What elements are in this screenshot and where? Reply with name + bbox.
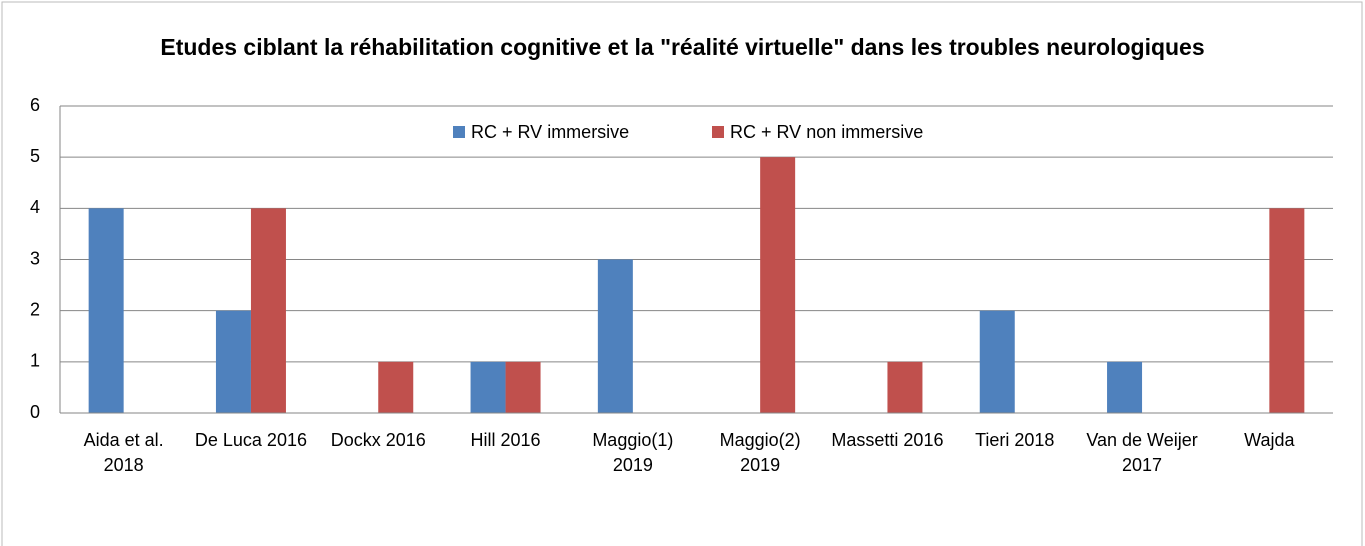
x-tick-label: Aida et al. 2018 — [83, 430, 164, 475]
y-tick-label: 2 — [30, 299, 40, 319]
x-tick-label: De Luca 2016 — [194, 430, 307, 450]
x-tick-label: Maggio(2) 2019 — [719, 430, 801, 475]
legend-label: RC + RV non immersive — [730, 122, 923, 142]
bar — [250, 208, 286, 413]
y-tick-label: 0 — [30, 402, 40, 422]
bar — [470, 361, 506, 413]
x-tick-label: Wajda — [1244, 430, 1295, 450]
y-tick-label: 4 — [30, 197, 40, 217]
legend-label: RC + RV immersive — [471, 122, 629, 142]
bar — [1269, 208, 1305, 413]
bar — [215, 310, 251, 413]
bar — [760, 157, 796, 413]
bar — [505, 361, 541, 413]
y-tick-label: 3 — [30, 248, 40, 268]
x-tick-label: Massetti 2016 — [831, 430, 944, 450]
x-tick-label: Hill 2016 — [470, 430, 541, 450]
bar — [887, 361, 923, 413]
bar — [979, 310, 1015, 413]
y-tick-label: 1 — [30, 351, 40, 371]
x-tick-label: Van de Weijer 2017 — [1086, 430, 1198, 475]
y-tick-label: 6 — [30, 95, 40, 115]
bar — [378, 361, 414, 413]
x-tick-label: Maggio(1) 2019 — [592, 430, 674, 475]
x-tick-label: Tieri 2018 — [975, 430, 1055, 450]
legend-swatch — [453, 126, 465, 138]
bar — [597, 259, 633, 413]
legend-swatch — [712, 126, 724, 138]
bar — [1107, 361, 1143, 413]
x-tick-label: Dockx 2016 — [330, 430, 426, 450]
bar — [88, 208, 124, 413]
y-tick-label: 5 — [30, 146, 40, 166]
chart-title: Etudes ciblant la réhabilitation cogniti… — [160, 34, 1205, 60]
